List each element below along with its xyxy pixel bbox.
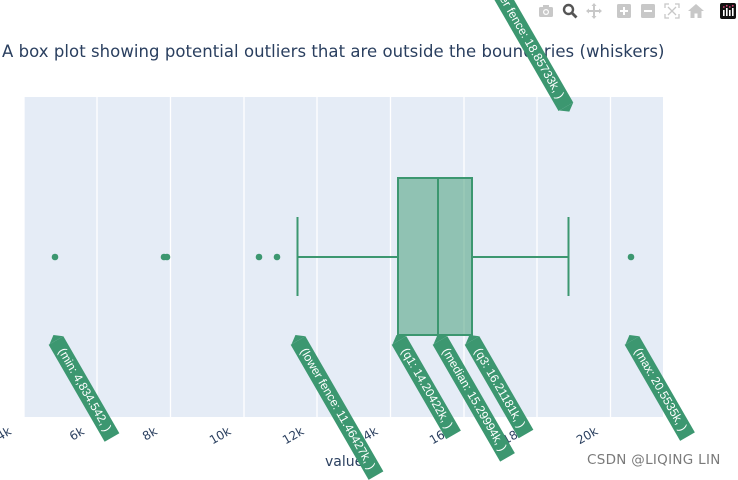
x-axis-label: value (325, 454, 364, 470)
camera-icon[interactable] (538, 3, 554, 19)
home-icon[interactable] (688, 3, 704, 19)
zoom-in-icon[interactable] (616, 3, 632, 19)
pan-icon[interactable] (586, 3, 602, 19)
outlier-points (51, 253, 635, 261)
zoom-out-icon[interactable] (640, 3, 656, 19)
zoom-icon[interactable] (562, 3, 578, 19)
plotly-logo-icon[interactable] (720, 3, 736, 19)
iqr-box (397, 177, 473, 336)
autoscale-icon[interactable] (664, 3, 680, 19)
chart-title: A box plot showing potential outliers th… (2, 42, 665, 61)
watermark: CSDN @LIQING LIN (587, 452, 721, 468)
modebar (530, 2, 738, 20)
whiskers (296, 217, 570, 296)
